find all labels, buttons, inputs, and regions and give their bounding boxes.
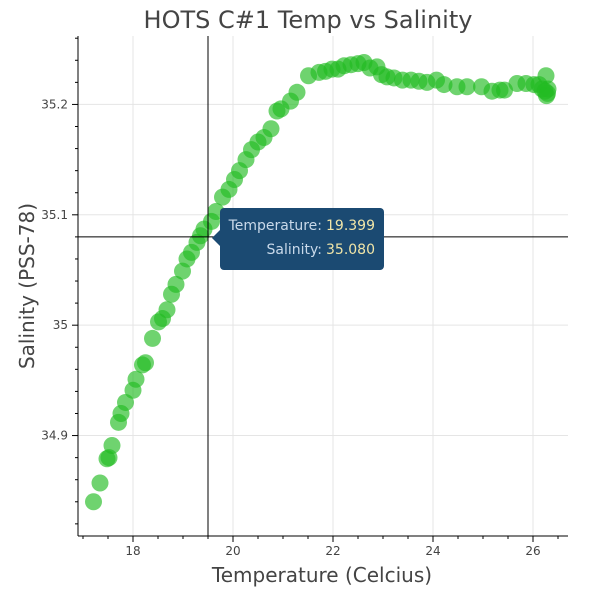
data-point[interactable] xyxy=(91,474,109,492)
data-point[interactable] xyxy=(435,76,453,94)
data-point[interactable] xyxy=(288,83,306,101)
y-tick-label: 35 xyxy=(53,318,68,332)
data-point[interactable] xyxy=(262,120,280,138)
y-tick-label: 35.2 xyxy=(41,97,68,111)
x-tick-label: 18 xyxy=(125,544,140,558)
x-tick-label: 26 xyxy=(525,544,540,558)
data-point[interactable] xyxy=(458,78,476,96)
data-point[interactable] xyxy=(103,436,121,454)
tooltip-row-salinity: Salinity: 35.080 xyxy=(228,242,378,258)
chart-grid xyxy=(78,36,568,536)
chart-axes xyxy=(77,36,568,537)
tooltip-arrow xyxy=(212,230,220,246)
tooltip-temperature-key: Temperature: xyxy=(228,218,322,234)
tooltip-salinity-key: Salinity: xyxy=(266,242,322,258)
data-point[interactable] xyxy=(144,329,161,347)
data-points[interactable] xyxy=(85,53,557,511)
x-tick-label: 24 xyxy=(425,544,440,558)
x-tick-label: 20 xyxy=(225,544,240,558)
hover-tooltip: Temperature: 19.399 Salinity: 35.080 xyxy=(212,208,384,270)
data-point[interactable] xyxy=(537,67,555,85)
data-point[interactable] xyxy=(127,370,145,388)
tooltip-temperature-value: 19.399 xyxy=(326,218,375,234)
y-axis-label: Salinity (PSS-78) xyxy=(15,203,39,369)
data-point[interactable] xyxy=(158,301,176,319)
chart-title: HOTS C#1 Temp vs Salinity xyxy=(144,6,473,34)
axis-ticks: 18 20 22 24 26 34.9 35 35.1 35.2 xyxy=(41,37,559,558)
x-tick-label: 22 xyxy=(325,544,340,558)
y-tick-label: 35.1 xyxy=(41,208,68,222)
tooltip-row-temperature: Temperature: 19.399 xyxy=(228,218,378,234)
y-tick-label: 34.9 xyxy=(41,429,68,443)
data-point[interactable] xyxy=(167,275,185,293)
x-axis-label: Temperature (Celcius) xyxy=(211,563,432,587)
data-point[interactable] xyxy=(496,81,513,99)
data-point[interactable] xyxy=(538,87,555,105)
tooltip-salinity-value: 35.080 xyxy=(326,242,375,258)
data-point[interactable] xyxy=(137,354,154,372)
data-point[interactable] xyxy=(117,393,134,411)
data-point[interactable] xyxy=(85,493,102,511)
